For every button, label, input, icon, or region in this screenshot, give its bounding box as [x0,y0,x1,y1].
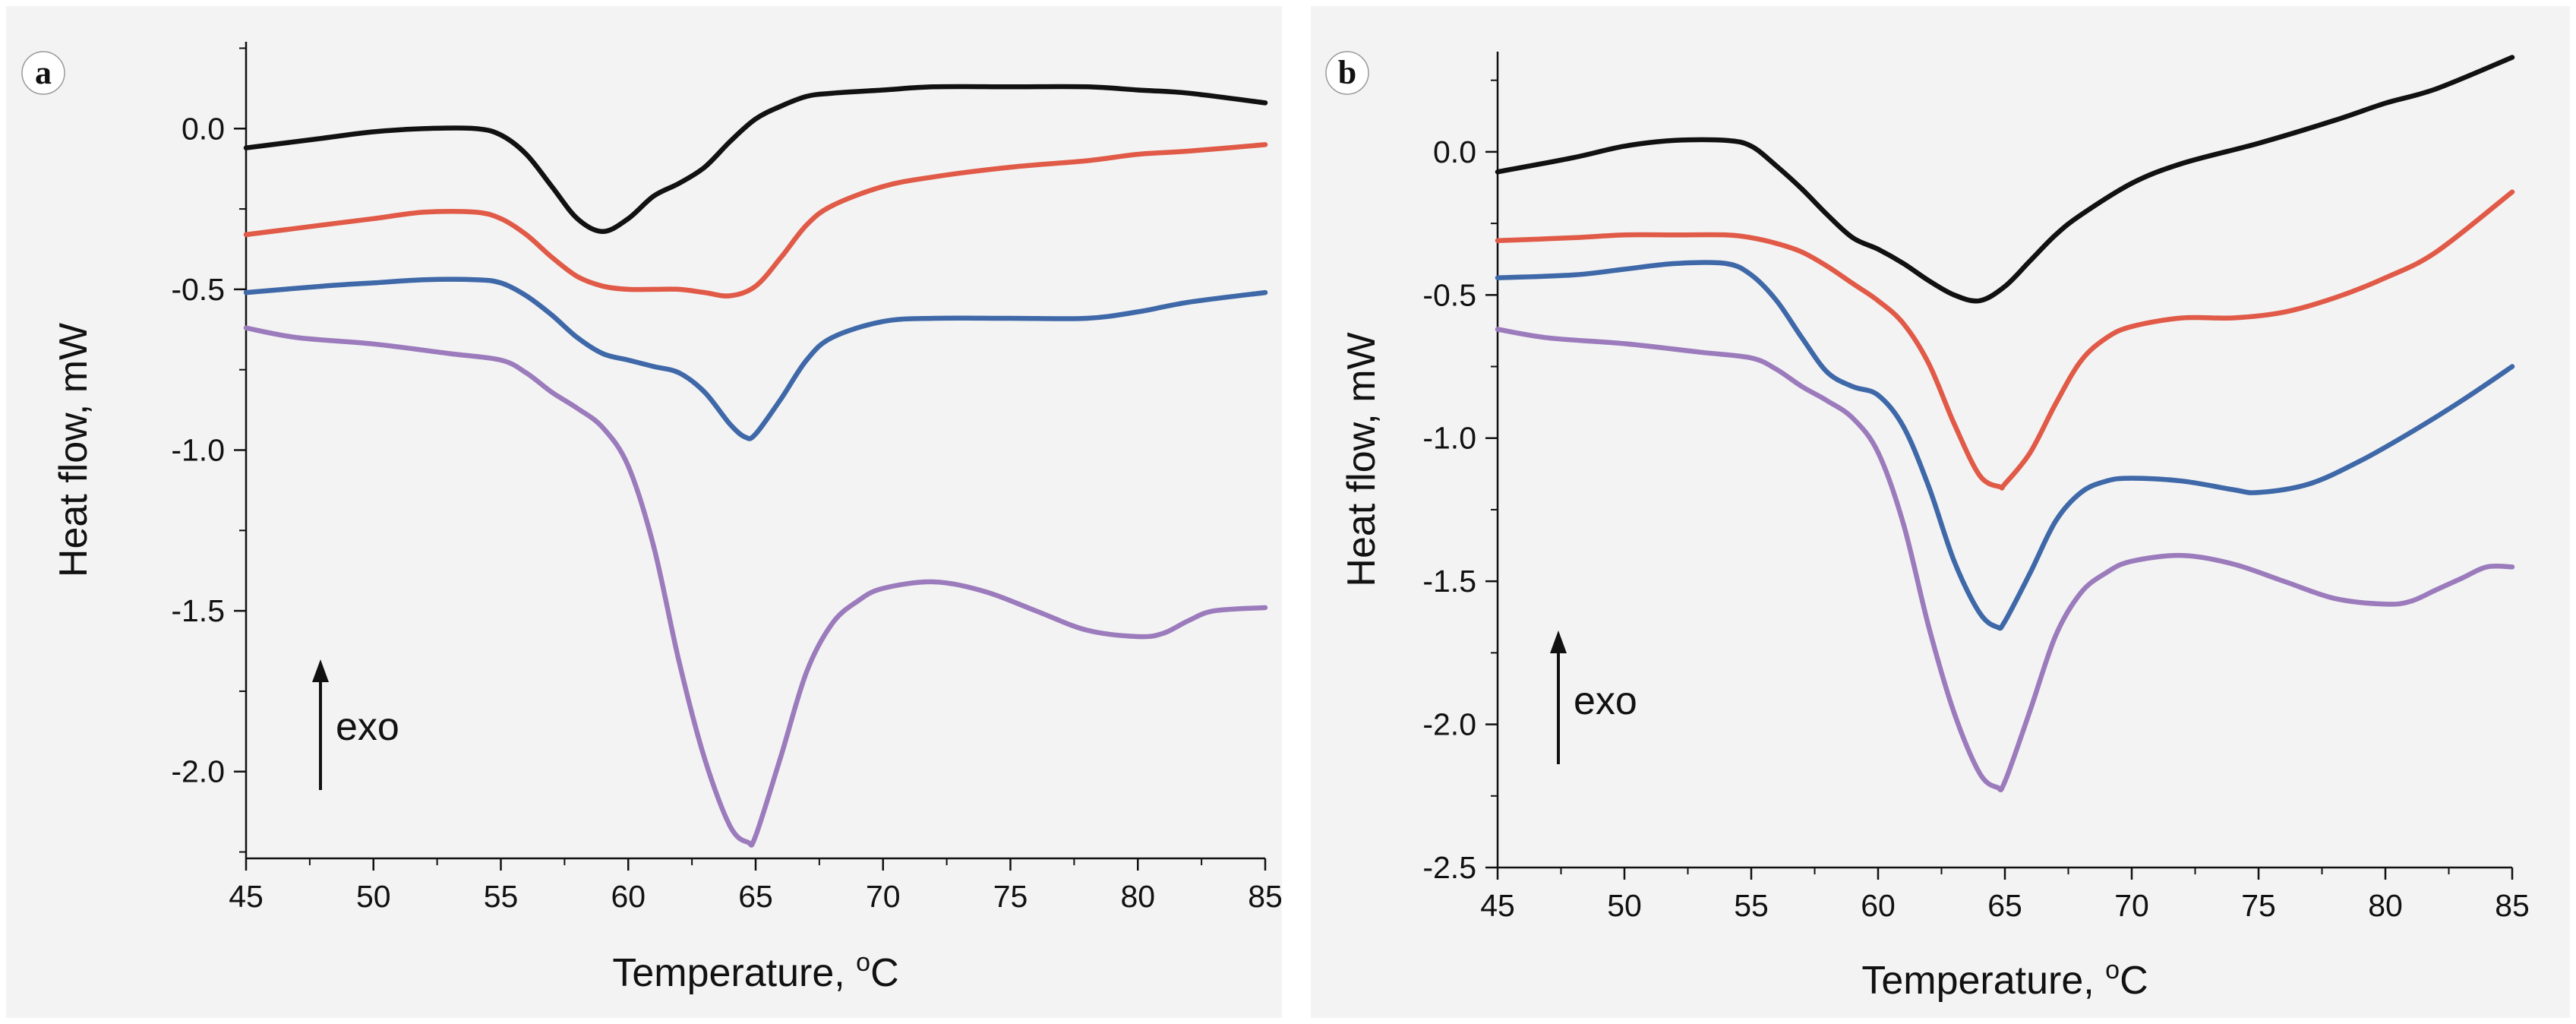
series-line-blue [1495,260,2515,631]
x-axis-title-text: Temperature, [1861,959,2105,1003]
y-tick-label: 0.0 [182,111,225,146]
y-axis-title: Heat flow, mW [52,323,96,577]
y-tick-label: -1.5 [171,593,225,628]
x-tick-label: 75 [993,879,1028,914]
y-tick-label: -1.0 [1422,421,1476,456]
x-tick-label: 70 [866,879,901,914]
y-tick-label: -2.0 [1422,707,1476,742]
x-tick-label: 45 [1480,888,1515,923]
series-line-black [1495,55,2515,304]
series-line-black [243,84,1268,234]
x-tick-label: 60 [1861,888,1896,923]
series-line-blue [243,277,1268,441]
exo-label: exo [336,705,399,749]
x-tick-label: 65 [738,879,773,914]
panel-label: b [1338,54,1356,91]
exo-arrow-head-icon [312,659,329,682]
x-tick-label: 55 [484,879,519,914]
exo-arrow-head-icon [1550,631,1567,653]
x-tick-label: 60 [611,879,646,914]
x-tick-label: 85 [2495,888,2530,923]
x-tick-label: 55 [1734,888,1769,923]
exo-label: exo [1574,679,1637,723]
x-tick-label: 50 [1607,888,1642,923]
y-tick-label: -0.5 [1422,277,1476,312]
x-tick-label: 70 [2114,888,2149,923]
x-tick-label: 50 [356,879,391,914]
y-tick-label: -2.0 [171,754,225,789]
series-line-purple [1495,327,2515,793]
series-line-red [1495,189,2515,491]
x-tick-label: 75 [2241,888,2276,923]
x-axis-unit-superscript: o [856,948,870,977]
series-line-purple [243,325,1268,848]
x-axis-unit: C [870,951,899,995]
x-tick-label: 65 [1987,888,2022,923]
x-tick-label: 45 [229,879,264,914]
y-tick-label: -1.0 [171,433,225,468]
x-axis-title-text: Temperature, [612,951,856,995]
chart-panel-b: 45 50 55 60 65 70 75 80 85 0.0 -0.5 -1.0 -1.5 -2.0 -2.… [1311,6,2570,1018]
x-tick-label: 80 [1120,879,1155,914]
x-axis-unit-superscript: o [2105,956,2120,984]
x-tick-label: 85 [1248,879,1283,914]
x-axis-title: Temperature, oC [612,948,898,995]
y-tick-label: -0.5 [171,272,225,307]
y-tick-label: -2.5 [1422,850,1476,885]
chart-panel-a: 45 50 55 60 65 70 75 80 85 0.0 -0.5 -1.0 -1.5 -2.0 Hea… [6,6,1283,1018]
x-axis-unit: C [2120,959,2148,1003]
panel-label-badge [1325,51,1369,95]
y-tick-label: -1.5 [1422,564,1476,599]
chart-a: 45 50 55 60 65 70 75 80 85 0.0 -0.5 -1.0 -1.5 -2.0 Hea… [21,42,1283,995]
series-line-red [243,142,1268,299]
y-axis-title: Heat flow, mW [1340,332,1384,586]
x-axis-title: Temperature, oC [1861,956,2148,1003]
panel-label-badge [21,51,65,95]
x-tick-label: 80 [2368,888,2403,923]
chart-b: 45 50 55 60 65 70 75 80 85 0.0 -0.5 -1.0 -1.5 -2.0 -2.… [1325,51,2530,1003]
y-tick-label: 0.0 [1433,134,1476,169]
panel-label: a [35,54,52,91]
